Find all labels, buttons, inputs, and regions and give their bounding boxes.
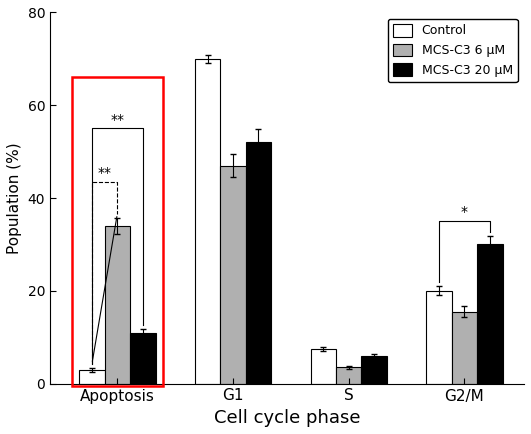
Text: **: ** <box>98 166 112 180</box>
Bar <box>426 291 451 384</box>
X-axis label: Cell cycle phase: Cell cycle phase <box>214 409 360 427</box>
Bar <box>477 244 502 384</box>
Bar <box>105 226 130 384</box>
Text: **: ** <box>110 112 124 127</box>
Bar <box>362 356 387 384</box>
Bar <box>336 368 362 384</box>
Text: *: * <box>461 205 468 219</box>
Bar <box>311 349 336 384</box>
Bar <box>246 142 271 384</box>
Legend: Control, MCS-C3 6 μM, MCS-C3 20 μM: Control, MCS-C3 6 μM, MCS-C3 20 μM <box>388 19 518 82</box>
Bar <box>79 370 105 384</box>
Bar <box>220 165 246 384</box>
Bar <box>451 312 477 384</box>
Bar <box>195 59 220 384</box>
Bar <box>130 332 156 384</box>
Y-axis label: Population (%): Population (%) <box>7 142 22 254</box>
Bar <box>72 77 163 386</box>
